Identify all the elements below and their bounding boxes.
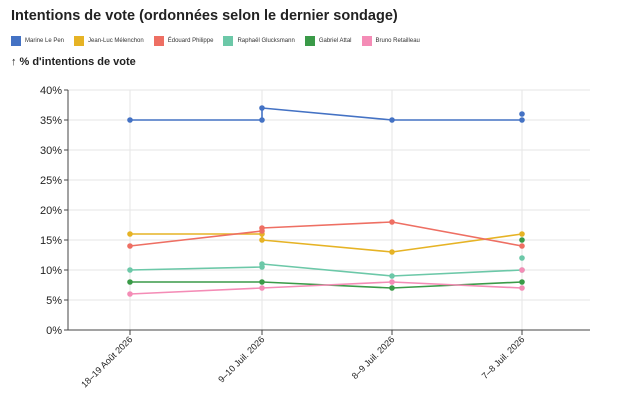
data-point bbox=[519, 255, 525, 261]
data-point bbox=[389, 219, 395, 225]
legend-item[interactable]: Marine Le Pen bbox=[11, 36, 64, 46]
legend-swatch bbox=[361, 36, 372, 46]
legend-label: Gabriel Attal bbox=[318, 38, 352, 44]
y-tick-label: 40% bbox=[40, 85, 62, 97]
legend-label: Jean-Luc Mélenchon bbox=[88, 38, 144, 44]
y-axis-label-text: % d'intentions de vote bbox=[19, 56, 136, 68]
data-point bbox=[519, 243, 525, 249]
data-point bbox=[259, 279, 265, 285]
x-tick-label: 8–9 Juil. 2026 bbox=[350, 334, 397, 381]
legend-item[interactable]: Jean-Luc Mélenchon bbox=[74, 36, 144, 46]
series-line bbox=[130, 233, 523, 253]
data-point bbox=[259, 117, 265, 123]
legend-item[interactable]: Raphaël Glucksmann bbox=[223, 36, 295, 46]
data-point bbox=[127, 279, 133, 285]
y-tick-label: 5% bbox=[46, 295, 62, 307]
data-point bbox=[519, 267, 525, 273]
data-point bbox=[259, 285, 265, 291]
y-tick-label: 15% bbox=[40, 235, 62, 247]
data-point bbox=[389, 279, 395, 285]
x-tick-label: 18–19 Août 2026 bbox=[79, 334, 134, 389]
data-point bbox=[519, 237, 525, 243]
data-point bbox=[389, 285, 395, 291]
data-point bbox=[389, 117, 395, 123]
data-point bbox=[519, 117, 525, 123]
data-point bbox=[389, 249, 395, 255]
legend-item[interactable]: Édouard Philippe bbox=[153, 36, 214, 46]
legend-swatch bbox=[304, 36, 315, 46]
data-point bbox=[389, 273, 395, 279]
series-line bbox=[129, 281, 523, 295]
legend-item[interactable]: Bruno Retailleau bbox=[361, 36, 420, 46]
data-point bbox=[259, 237, 265, 243]
data-point bbox=[127, 243, 133, 249]
data-point bbox=[259, 105, 265, 111]
chart-legend: Marine Le Pen Jean-Luc Mélenchon Édouard P… bbox=[11, 36, 430, 46]
y-axis-label: ↑% d'intentions de vote bbox=[11, 56, 136, 68]
data-point bbox=[127, 291, 133, 297]
y-tick-label: 35% bbox=[40, 115, 62, 127]
y-tick-label: 20% bbox=[40, 205, 62, 217]
chart-title: Intentions de vote (ordonnées selon le d… bbox=[11, 8, 398, 24]
y-tick-label: 10% bbox=[40, 265, 62, 277]
x-tick-label: 7–8 Juil. 2026 bbox=[480, 334, 527, 381]
data-point bbox=[127, 231, 133, 237]
legend-swatch bbox=[11, 36, 21, 46]
x-tick-label: 9–10 Juil. 2026 bbox=[216, 334, 266, 384]
legend-swatch bbox=[74, 36, 85, 46]
data-point bbox=[127, 117, 133, 123]
data-point bbox=[127, 267, 133, 273]
y-axis-arrow-icon: ↑ bbox=[11, 56, 17, 68]
legend-label: Marine Le Pen bbox=[25, 38, 65, 44]
legend-swatch bbox=[223, 36, 234, 46]
data-point bbox=[259, 261, 265, 267]
data-point bbox=[259, 225, 265, 231]
series-line bbox=[130, 107, 522, 121]
legend-label: Bruno Retailleau bbox=[375, 38, 420, 44]
legend-label: Raphaël Glucksmann bbox=[237, 38, 295, 44]
data-point bbox=[519, 285, 525, 291]
data-point bbox=[519, 279, 525, 285]
y-tick-label: 0% bbox=[46, 325, 62, 337]
y-tick-label: 30% bbox=[40, 145, 62, 157]
data-point bbox=[519, 231, 525, 237]
data-point bbox=[519, 111, 525, 117]
y-tick-label: 25% bbox=[40, 175, 62, 187]
legend-swatch bbox=[153, 36, 164, 46]
legend-label: Édouard Philippe bbox=[167, 38, 214, 44]
legend-item[interactable]: Gabriel Attal bbox=[304, 36, 352, 46]
